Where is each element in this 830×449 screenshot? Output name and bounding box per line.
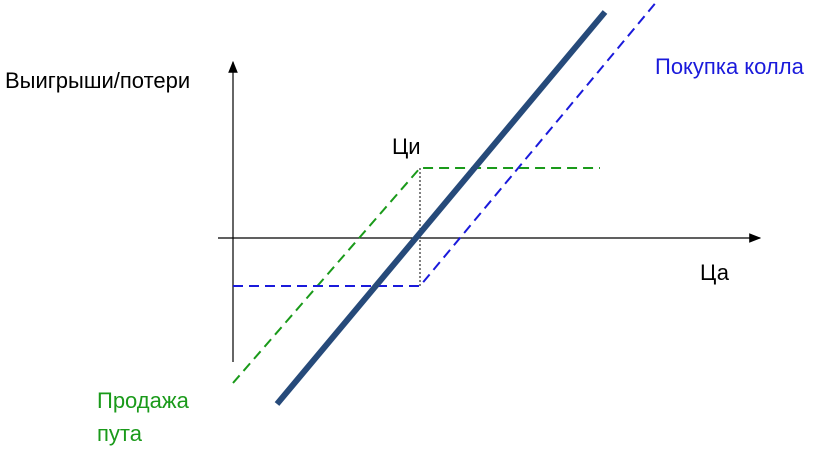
underlying-line bbox=[274, 10, 608, 406]
short-put-line bbox=[232, 167, 600, 384]
long-call-line bbox=[233, 0, 659, 287]
call-label: Покупка колла bbox=[655, 54, 805, 79]
y-axis-label: Выигрыши/потери bbox=[5, 68, 190, 93]
strike-label: Ци bbox=[392, 134, 421, 159]
put-label: Продажа bbox=[97, 388, 190, 413]
put-label: пута bbox=[97, 421, 143, 446]
x-axis-label: Ца bbox=[700, 260, 730, 285]
